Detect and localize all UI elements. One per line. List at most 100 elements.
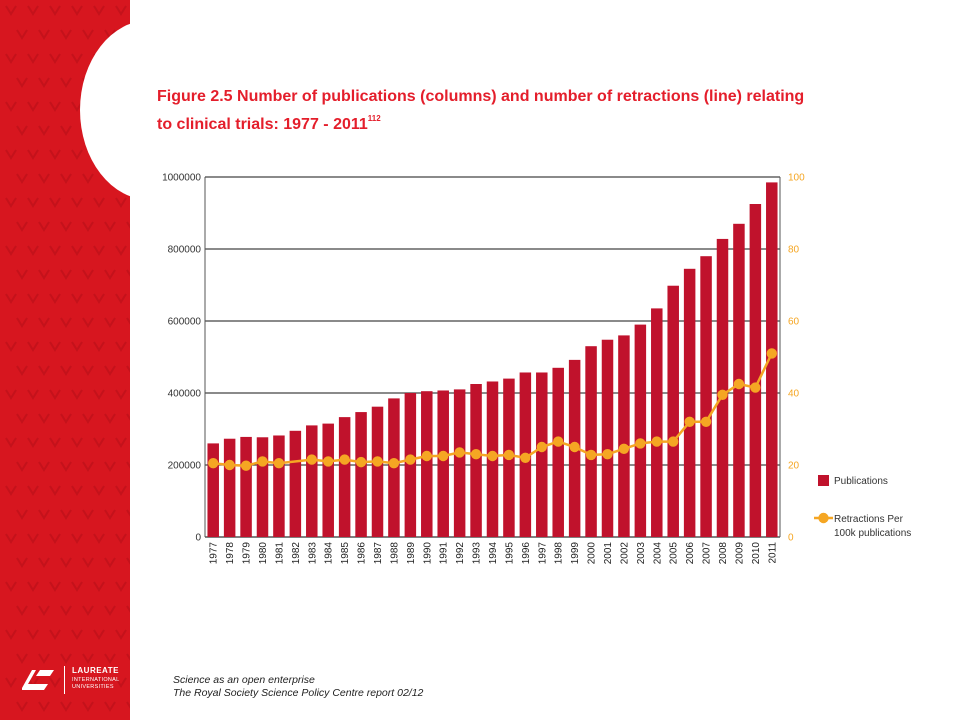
sidebar-pattern: [5, 5, 130, 712]
x-tick-label: 1982: [291, 542, 302, 565]
y-left-tick-label: 0: [195, 533, 201, 544]
y-right-tick-label: 60: [788, 317, 800, 328]
sidebar-pattern-mark: [49, 53, 61, 64]
sidebar-pattern-mark: [60, 269, 72, 280]
sidebar-pattern-mark: [5, 485, 17, 496]
sidebar-pattern-mark: [16, 125, 28, 136]
bar-publications: [716, 238, 729, 538]
sidebar-pattern-mark: [93, 197, 105, 208]
bar-publications: [585, 346, 597, 537]
sidebar-pattern-mark: [5, 629, 17, 640]
sidebar-pattern-mark: [126, 653, 130, 661]
sidebar-pattern-mark: [5, 197, 17, 208]
sidebar-pattern-mark: [126, 221, 130, 229]
sidebar-pattern-mark: [27, 485, 39, 496]
x-tick-label: 2005: [669, 542, 680, 565]
logo-name: LAUREATE: [72, 666, 119, 675]
sidebar-pattern-mark: [115, 5, 127, 16]
sidebar-pattern-mark: [60, 557, 72, 568]
bar-publications: [453, 389, 466, 537]
sidebar-pattern-mark: [82, 605, 94, 616]
sidebar-pattern-mark: [16, 269, 28, 280]
bar-publications: [536, 372, 548, 537]
sidebar-pattern-mark: [16, 557, 28, 568]
sidebar-pattern-mark: [38, 173, 50, 184]
publications-retractions-chart: 0 200000 400000 600000 800000 1000000 0 20 40 60 8…: [162, 173, 911, 565]
sidebar-pattern-mark: [126, 365, 130, 373]
sidebar-pattern-mark: [5, 53, 17, 64]
sidebar-pattern-mark: [82, 269, 94, 280]
x-tick-label: 1986: [357, 542, 368, 565]
sidebar-pattern-mark: [71, 533, 83, 544]
sidebar-pattern-mark: [93, 485, 105, 496]
x-tick-label: 1994: [488, 542, 499, 565]
bar-publications: [601, 339, 614, 537]
footer-source-report: The Royal Society Science Policy Centre …: [173, 687, 424, 699]
sidebar-pattern-mark: [71, 245, 83, 256]
y-left-tick-label: 600000: [168, 317, 202, 328]
y-right-tick-label: 100: [788, 173, 805, 184]
sidebar-pattern-mark: [49, 389, 61, 400]
sidebar-pattern-mark: [27, 293, 39, 304]
bar-publications: [240, 436, 252, 537]
sidebar-pattern-mark: [27, 149, 39, 160]
bar-publications: [223, 438, 236, 537]
sidebar-pattern-mark: [5, 149, 17, 160]
sidebar-pattern-mark: [93, 293, 105, 304]
bar-publications: [552, 367, 564, 537]
x-tick-label: 2002: [619, 542, 630, 565]
y-left-tick-label: 400000: [168, 389, 202, 400]
sidebar-pattern-mark: [82, 509, 94, 520]
sidebar-pattern-mark: [49, 581, 61, 592]
x-tick-label: 1984: [324, 542, 335, 565]
sidebar-pattern-mark: [38, 221, 50, 232]
sidebar-pattern-mark: [27, 245, 39, 256]
retractions-point: [454, 447, 465, 458]
sidebar-pattern-mark: [104, 317, 116, 328]
retractions-point: [339, 454, 350, 465]
retractions-point: [208, 458, 219, 469]
y-right-tick-label: 0: [788, 533, 794, 544]
sidebar-pattern-mark: [71, 485, 83, 496]
y-left-tick-label: 800000: [168, 245, 202, 256]
sidebar-pattern-mark: [82, 413, 94, 424]
sidebar-pattern-mark: [104, 557, 116, 568]
bar-publications: [700, 256, 712, 537]
retractions-point: [750, 382, 761, 393]
x-tick-label: 1987: [373, 542, 384, 565]
retractions-point: [503, 449, 515, 461]
bar-publications: [618, 335, 630, 537]
sidebar-pattern-mark: [38, 29, 50, 40]
x-tick-label: 1977: [209, 542, 220, 565]
x-tick-label: 1978: [225, 542, 236, 565]
retractions-point: [700, 416, 712, 427]
sidebar-pattern-mark: [71, 581, 83, 592]
bar-publications: [421, 391, 433, 537]
sidebar-pattern-mark: [16, 221, 28, 232]
legend-retractions-label-1: Retractions Per: [834, 514, 904, 525]
sidebar-pattern-mark: [49, 533, 61, 544]
y-left-tick-label: 200000: [168, 461, 202, 472]
sidebar-pattern-mark: [60, 701, 72, 712]
sidebar-pattern-mark: [16, 77, 28, 88]
x-tick-label: 2011: [767, 542, 778, 564]
figure-title-reference: 112: [367, 114, 381, 123]
sidebar-pattern-mark: [38, 125, 50, 136]
sidebar-pattern-mark: [60, 173, 72, 184]
x-tick-label: 2006: [685, 542, 696, 565]
retractions-point: [520, 452, 531, 463]
sidebar-pattern-mark: [16, 509, 28, 520]
sidebar-pattern-mark: [5, 341, 17, 352]
retractions-point: [651, 436, 662, 447]
figure-title: Figure 2.5 Number of publications (colum…: [157, 86, 817, 136]
sidebar-pattern-mark: [71, 293, 83, 304]
sidebar-pattern-mark: [71, 197, 83, 208]
sidebar-pattern-mark: [71, 389, 83, 400]
sidebar-pattern-mark: [60, 29, 72, 40]
sidebar-pattern-mark: [71, 53, 83, 64]
retractions-point: [372, 456, 383, 467]
sidebar-pattern-mark: [126, 269, 130, 277]
retractions-line: [213, 352, 773, 467]
laureate-logo-icon: [22, 670, 54, 690]
sidebar-pattern-mark: [82, 701, 94, 712]
